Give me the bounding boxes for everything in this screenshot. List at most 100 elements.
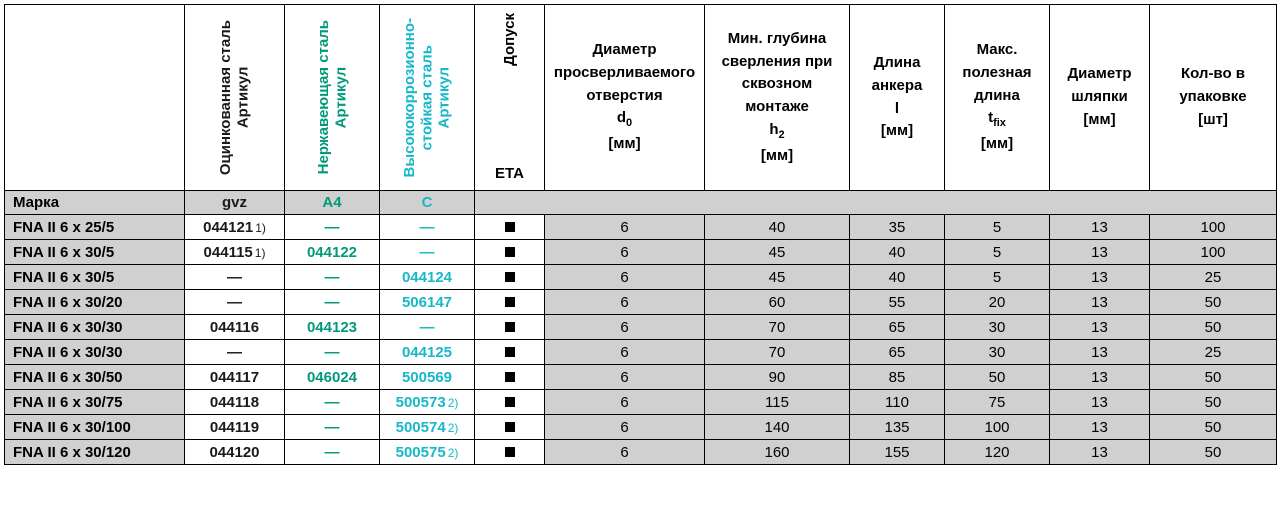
header-h2-sub: 2 (779, 129, 785, 141)
tfix-cell: 5 (945, 265, 1050, 290)
article-cell: 044122 (285, 240, 380, 265)
eta-cell (475, 340, 545, 365)
header-c-label1: Высококоррозионно- (401, 18, 418, 178)
d0-cell: 6 (545, 390, 705, 415)
pack-cell: 100 (1150, 240, 1277, 265)
h2-cell: 90 (705, 365, 850, 390)
square-icon (505, 297, 515, 307)
table-row: FNA II 6 x 30/120044120—5005752)61601551… (5, 440, 1277, 465)
article-cell: — (285, 215, 380, 240)
article-cell: 044124 (380, 265, 475, 290)
row-name: FNA II 6 x 25/5 (5, 215, 185, 240)
l-cell: 55 (850, 290, 945, 315)
dh-cell: 13 (1050, 290, 1150, 315)
eta-cell (475, 240, 545, 265)
h2-cell: 70 (705, 315, 850, 340)
header-gvz-sub: Артикул (235, 67, 252, 129)
header-l-l1: Длина (874, 54, 921, 73)
header-dh-l1: Диаметр (1068, 65, 1132, 84)
h2-cell: 45 (705, 240, 850, 265)
header-d0-sym: d (617, 109, 626, 126)
row-name: FNA II 6 x 30/30 (5, 340, 185, 365)
article-cell: — (380, 315, 475, 340)
header-l-l2: анкера (872, 77, 923, 96)
row-name: FNA II 6 x 30/120 (5, 440, 185, 465)
d0-cell: 6 (545, 365, 705, 390)
l-cell: 135 (850, 415, 945, 440)
header-gvz-label: Оцинкованная сталь (217, 20, 234, 175)
header-d0-l1: Диаметр (593, 41, 657, 60)
l-cell: 40 (850, 240, 945, 265)
header-a4-sub: Артикул (332, 67, 349, 129)
header-h2-l4: монтаже (745, 98, 809, 117)
l-cell: 85 (850, 365, 945, 390)
header-h2-sym: h (769, 121, 778, 138)
header-d0-l3: отверстия (586, 87, 662, 106)
square-icon (505, 247, 515, 257)
header-d0-l2: просверливаемого (554, 64, 695, 83)
l-cell: 110 (850, 390, 945, 415)
pack-cell: 50 (1150, 390, 1277, 415)
header-h2-l1: Мин. глубина (728, 30, 827, 49)
square-icon (505, 322, 515, 332)
article-cell: — (380, 240, 475, 265)
marka-a4: A4 (285, 191, 380, 215)
d0-cell: 6 (545, 315, 705, 340)
row-name: FNA II 6 x 30/5 (5, 265, 185, 290)
article-cell: 044119 (185, 415, 285, 440)
header-blank (5, 5, 185, 191)
eta-cell (475, 290, 545, 315)
header-tfix: Макс. полезная длина tfix [мм] (945, 5, 1050, 191)
header-h2-l2: сверления при (722, 53, 833, 72)
tfix-cell: 30 (945, 315, 1050, 340)
d0-cell: 6 (545, 265, 705, 290)
header-dh-l2: шляпки (1071, 88, 1128, 107)
d0-cell: 6 (545, 440, 705, 465)
header-t-l1: Макс. (977, 41, 1018, 60)
article-cell: 044120 (185, 440, 285, 465)
header-pack: Кол-во в упаковке [шт] (1150, 5, 1277, 191)
header-t-l2: полезная (962, 64, 1031, 83)
header-a4: Нержавеющая сталь Артикул (285, 5, 380, 191)
article-cell: — (285, 265, 380, 290)
article-cell: 0441211) (185, 215, 285, 240)
header-l: Длина анкера l [мм] (850, 5, 945, 191)
article-cell: — (285, 390, 380, 415)
row-name: FNA II 6 x 30/5 (5, 240, 185, 265)
header-c-label2: стойкая сталь (418, 45, 435, 150)
dh-cell: 13 (1050, 440, 1150, 465)
eta-cell (475, 365, 545, 390)
article-cell: — (380, 215, 475, 240)
eta-cell (475, 415, 545, 440)
pack-cell: 25 (1150, 340, 1277, 365)
header-a4-label: Нержавеющая сталь (315, 20, 332, 174)
marka-blank (475, 191, 1277, 215)
row-name: FNA II 6 x 30/75 (5, 390, 185, 415)
article-cell: — (285, 290, 380, 315)
header-dh-unit: [мм] (1083, 111, 1115, 130)
header-eta-sub: ETA (495, 165, 524, 182)
d0-cell: 6 (545, 415, 705, 440)
article-cell: — (285, 415, 380, 440)
h2-cell: 115 (705, 390, 850, 415)
header-d0-sub: 0 (626, 117, 632, 129)
tfix-cell: 50 (945, 365, 1050, 390)
tfix-cell: 5 (945, 215, 1050, 240)
tfix-cell: 30 (945, 340, 1050, 365)
square-icon (505, 222, 515, 232)
marka-c: C (380, 191, 475, 215)
row-name: FNA II 6 x 30/100 (5, 415, 185, 440)
marka-gvz: gvz (185, 191, 285, 215)
square-icon (505, 397, 515, 407)
pack-cell: 50 (1150, 415, 1277, 440)
header-l-unit: [мм] (881, 122, 913, 141)
row-name: FNA II 6 x 30/50 (5, 365, 185, 390)
row-name: FNA II 6 x 30/20 (5, 290, 185, 315)
article-cell: 044125 (380, 340, 475, 365)
l-cell: 65 (850, 340, 945, 365)
dh-cell: 13 (1050, 415, 1150, 440)
table-row: FNA II 6 x 30/30044116044123—67065301350 (5, 315, 1277, 340)
article-cell: 044118 (185, 390, 285, 415)
marka-row: Марка gvz A4 C (5, 191, 1277, 215)
d0-cell: 6 (545, 340, 705, 365)
